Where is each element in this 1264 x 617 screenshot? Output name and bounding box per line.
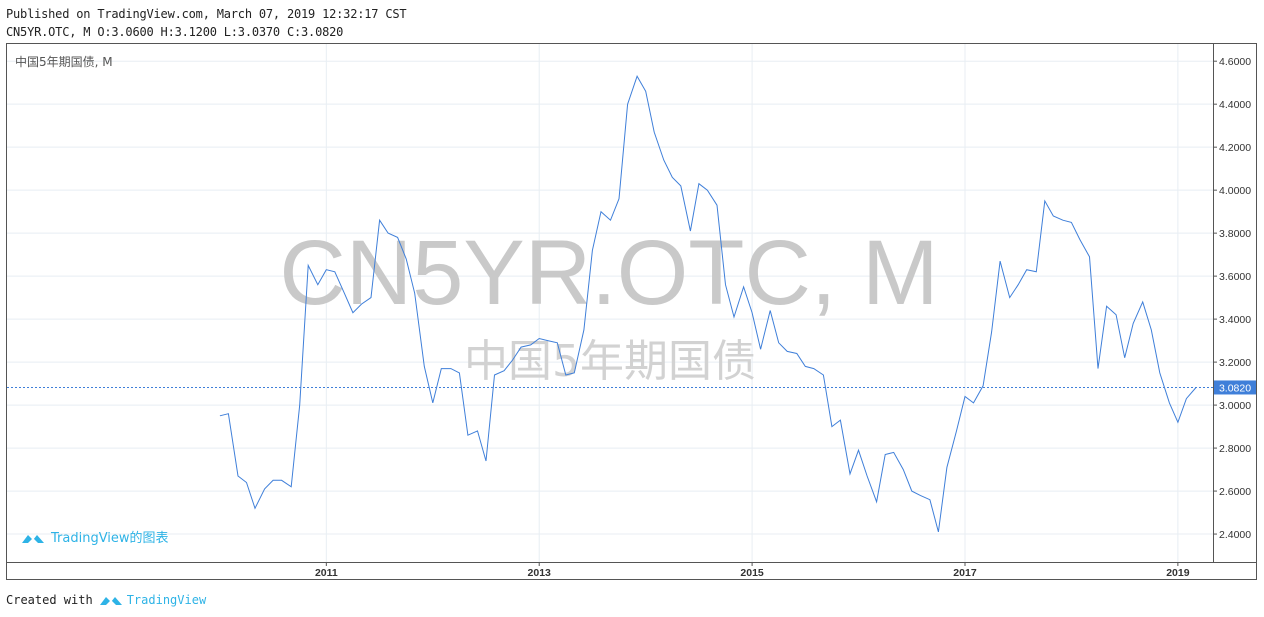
y-tick-label: 2.4000: [1219, 529, 1251, 541]
tradingview-logo-text[interactable]: TradingView的图表: [50, 530, 169, 546]
cloud-icon: [99, 597, 122, 605]
y-tick-label: 2.8000: [1219, 443, 1251, 455]
cloud-icon: [22, 535, 44, 543]
y-tick-label: 3.2000: [1219, 357, 1251, 369]
y-tick-label: 4.4000: [1219, 99, 1251, 111]
created-with-text: Created with: [6, 593, 93, 607]
y-tick-label: 3.6000: [1219, 271, 1251, 283]
price-axis: 2.4000 2.6000 2.8000 3.0000 3.2000 3.4000 3.60…: [1213, 56, 1251, 541]
y-tick-label: 4.0000: [1219, 185, 1251, 197]
y-tick-label: 2.6000: [1219, 486, 1251, 498]
x-tick-label: 2019: [1166, 567, 1190, 579]
watermark-symbol: CN5YR.OTC, M: [279, 222, 938, 324]
last-price-label-text: 3.0820: [1219, 382, 1251, 394]
last-price-label-bg: [1214, 380, 1256, 395]
x-tick-label: 2013: [528, 567, 552, 579]
y-tick-label: 3.8000: [1219, 228, 1251, 240]
y-tick-label: 4.6000: [1219, 56, 1251, 68]
y-tick-label: 3.4000: [1219, 314, 1251, 326]
footer: Created with TradingView: [6, 593, 206, 607]
series-line-cn5yr: [219, 74, 1197, 533]
pane-title: 中国5年期国债, M: [15, 54, 113, 69]
grid: [7, 44, 1213, 562]
watermark-name: 中国5年期国债: [464, 336, 756, 387]
chart-frame: [6, 43, 1257, 580]
x-tick-label: 2015: [740, 567, 764, 579]
footer-brand-link[interactable]: TradingView: [126, 593, 207, 607]
published-header: Published on TradingView.com, March 07, …: [6, 7, 407, 21]
last-price-label: 3.0820: [1214, 380, 1256, 395]
tradingview-logo[interactable]: TradingView的图表: [22, 530, 169, 546]
y-tick-label: 4.2000: [1219, 142, 1251, 154]
time-axis: 2011 2013 2015 2017 2019: [315, 562, 1190, 579]
ohlc-header: CN5YR.OTC, M O:3.0600 H:3.1200 L:3.0370 …: [6, 25, 344, 39]
x-tick-label: 2017: [953, 567, 977, 579]
x-tick-label: 2011: [315, 567, 338, 579]
y-tick-label: 3.0000: [1219, 400, 1251, 412]
